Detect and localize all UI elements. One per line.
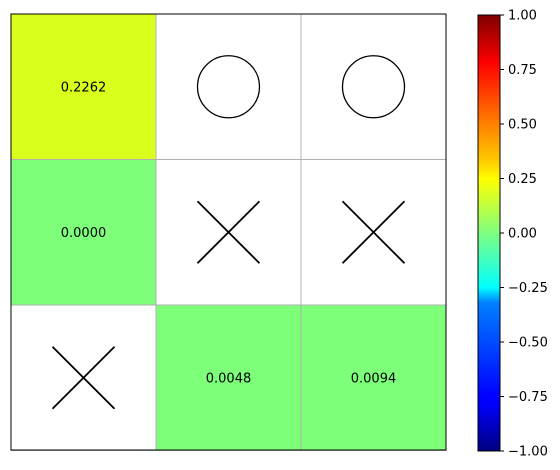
colorbar-tick-label: −0.25 bbox=[508, 281, 548, 296]
colorbar-tick-label: 0.00 bbox=[508, 227, 537, 242]
game-board: 0.2262 0.0000 0.0048 0.0094 bbox=[10, 13, 447, 451]
cell-value-label: 0.0000 bbox=[61, 226, 107, 241]
cell-background bbox=[10, 13, 157, 160]
colorbar-gradient bbox=[477, 14, 501, 452]
x-mark bbox=[51, 346, 116, 410]
board-cell bbox=[300, 159, 447, 306]
board-cell bbox=[300, 13, 447, 160]
cell-background bbox=[300, 13, 447, 160]
cell-value-label: 0.2262 bbox=[61, 80, 107, 95]
board-cell[interactable]: 0.0094 bbox=[300, 304, 447, 451]
cell-background bbox=[155, 13, 302, 160]
board-cell bbox=[10, 304, 157, 451]
cell-value-label: 0.0048 bbox=[206, 371, 252, 386]
colorbar-tick-label: 0.75 bbox=[508, 63, 537, 78]
board-cell[interactable]: 0.2262 bbox=[10, 13, 157, 160]
board-cell bbox=[155, 159, 302, 306]
colorbar-tick-label: 0.25 bbox=[508, 172, 537, 187]
o-mark bbox=[341, 55, 406, 119]
board-cell bbox=[155, 13, 302, 160]
colorbar-tick-label: −1.00 bbox=[508, 445, 548, 460]
colorbar-tick-label: 1.00 bbox=[508, 9, 537, 24]
colorbar-tick-label: −0.75 bbox=[508, 390, 548, 405]
x-mark bbox=[341, 200, 406, 264]
x-mark bbox=[196, 200, 261, 264]
board-cell[interactable]: 0.0048 bbox=[155, 304, 302, 451]
colorbar: 1.00 0.75 0.50 0.25 0.00 −0.25 −0.50 −0.75 −1.00 bbox=[477, 9, 548, 460]
board-cell[interactable]: 0.0000 bbox=[10, 159, 157, 306]
colorbar-tick-label: 0.50 bbox=[508, 118, 537, 133]
cell-value-label: 0.0094 bbox=[351, 371, 397, 386]
cell-background bbox=[155, 304, 302, 451]
o-mark bbox=[196, 55, 261, 119]
board-frame bbox=[10, 13, 447, 451]
colorbar-tick-label: −0.50 bbox=[508, 336, 548, 351]
